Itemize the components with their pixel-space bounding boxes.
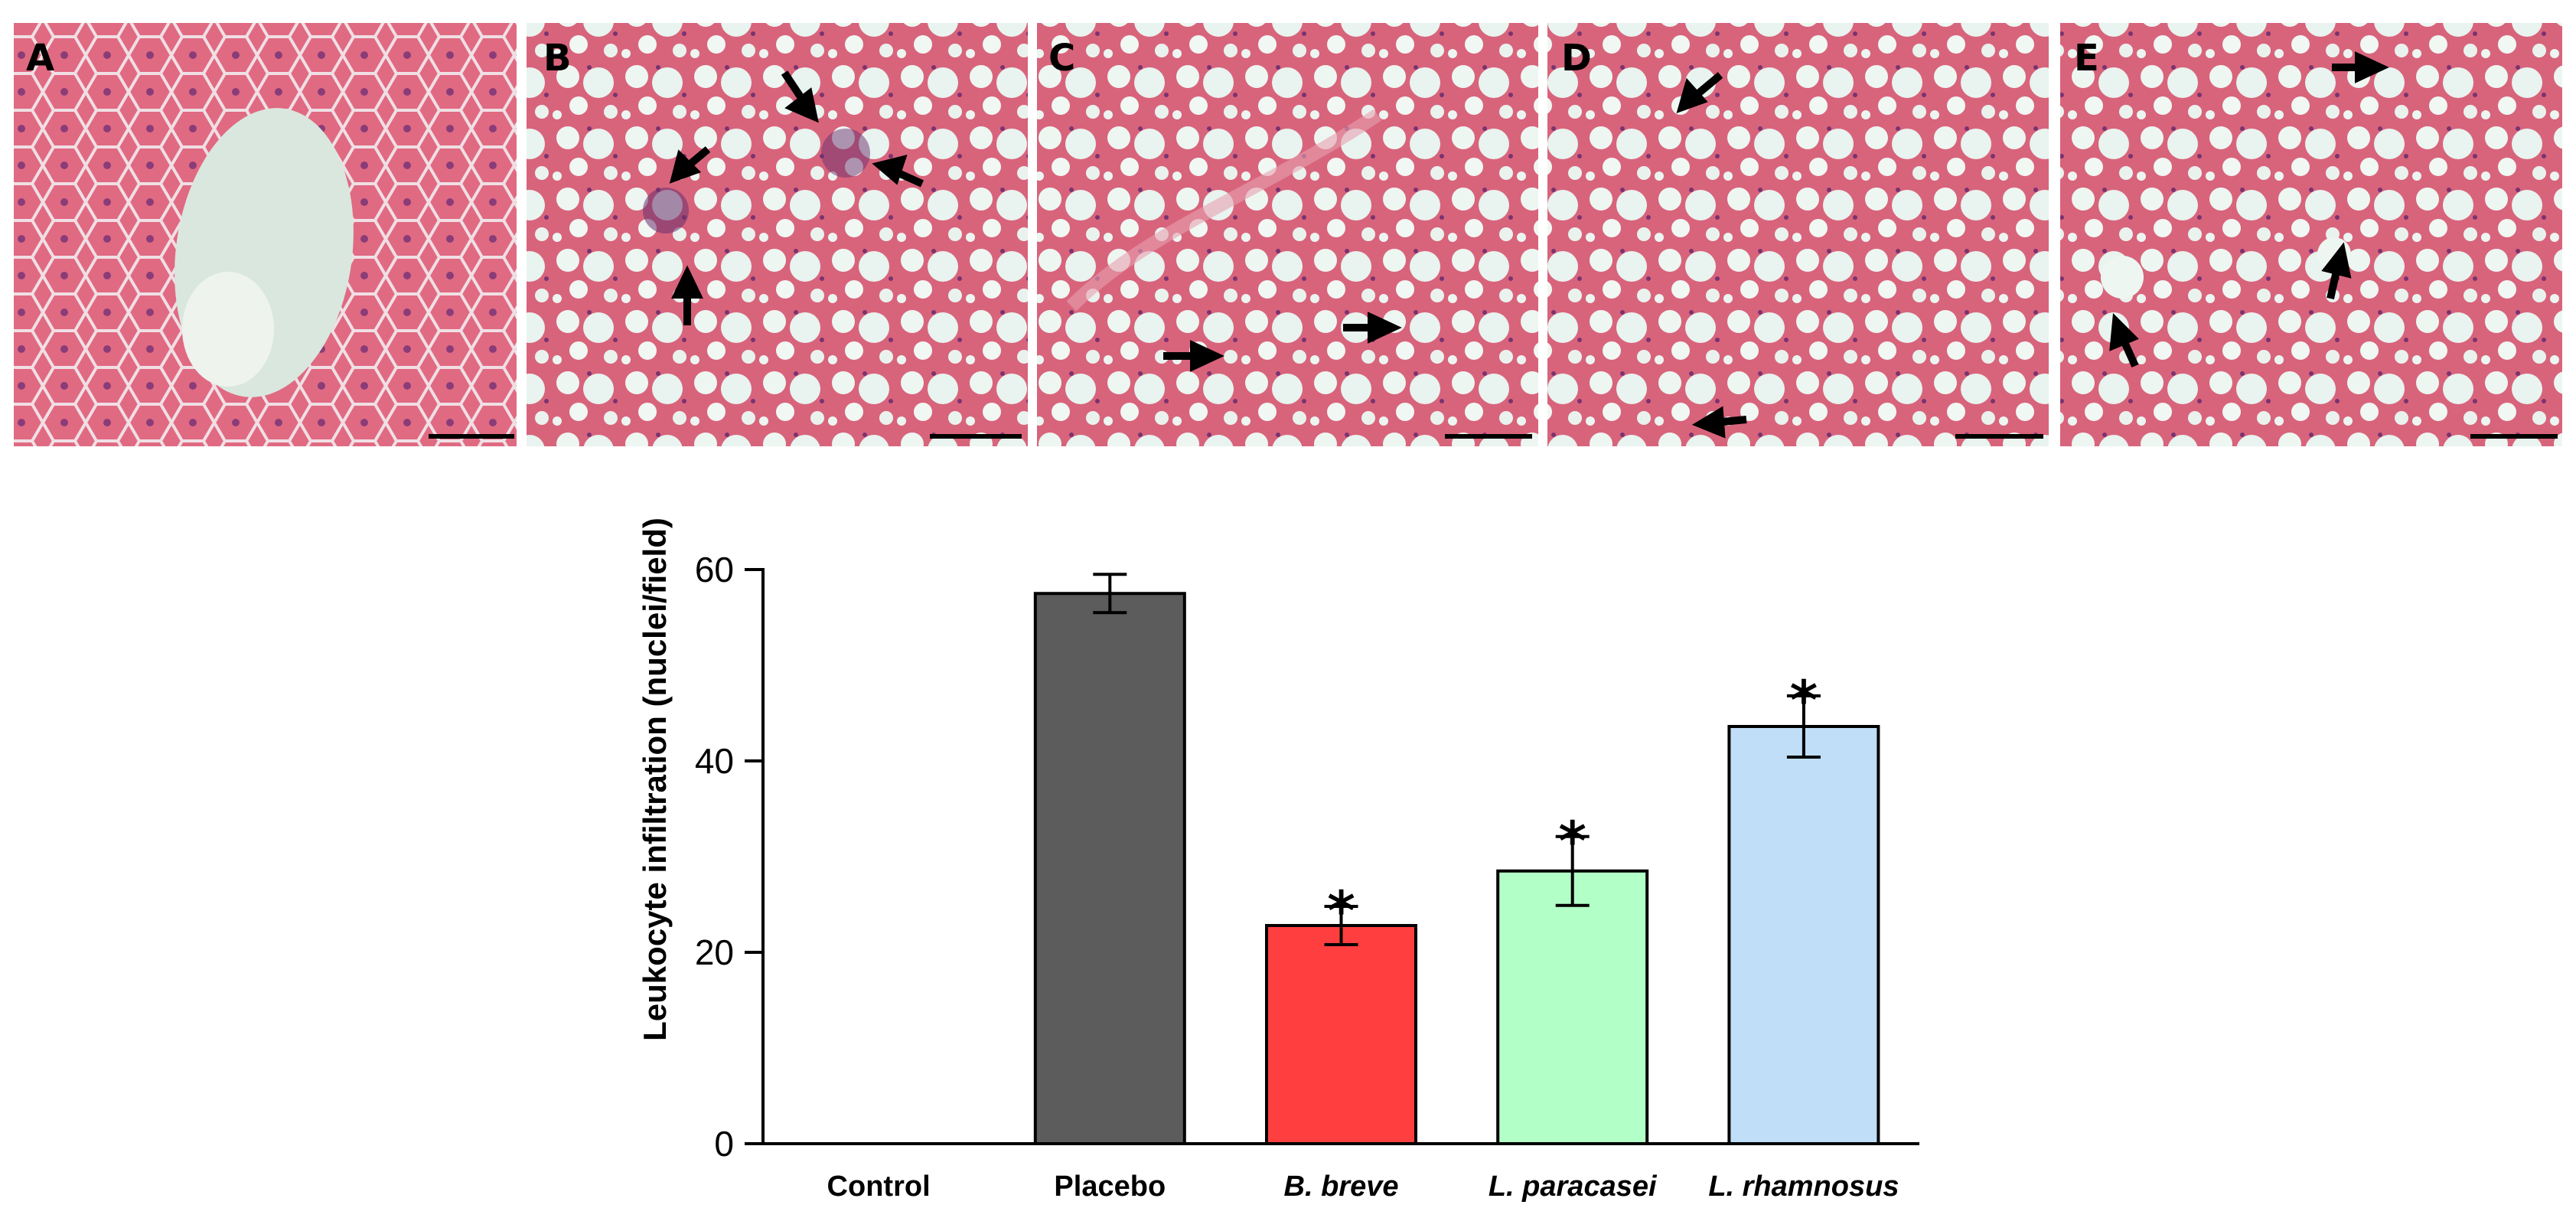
- micrograph-panel-b: B: [527, 23, 1028, 446]
- y-tick-label: 60: [695, 550, 734, 589]
- bar-placebo: [1033, 592, 1186, 1145]
- significance-markers: * * *: [1327, 669, 1818, 942]
- y-axis: 0 20 40 60: [695, 550, 765, 1164]
- x-tick-label: L. paracasei: [1489, 1170, 1658, 1203]
- panel-label-a: A: [26, 37, 54, 80]
- micrograph-panel-e: E: [2060, 23, 2562, 446]
- y-tick-label: 20: [695, 932, 734, 972]
- x-tick-label: Control: [827, 1170, 931, 1203]
- micrograph-panel-d: D: [1547, 23, 2049, 446]
- bar-chart: Leukocyte infiltration (nuclei/field) 0 2…: [637, 517, 1919, 1203]
- y-tick-label: 40: [695, 741, 734, 781]
- significance-star: *: [1327, 880, 1355, 942]
- panel-label-e: E: [2074, 37, 2099, 80]
- y-tick-label: 0: [714, 1124, 734, 1164]
- x-tick-label: L. rhamnosus: [1708, 1170, 1899, 1203]
- bar-l-paracasei: [1496, 869, 1649, 1145]
- bar-l-rhamnosus: [1727, 725, 1880, 1145]
- bars: [1033, 592, 1880, 1145]
- bar-b-breve: [1265, 924, 1417, 1145]
- panel-label-b: B: [543, 37, 572, 80]
- significance-star: *: [1790, 669, 1818, 732]
- y-axis-label: Leukocyte infiltration (nuclei/field): [637, 517, 673, 1041]
- micrograph-panel-c: C: [1037, 23, 1538, 446]
- panel-label-c: C: [1048, 37, 1075, 80]
- micrograph-panel-a: A: [14, 23, 517, 446]
- panel-label-d: D: [1561, 37, 1592, 80]
- significance-star: *: [1558, 810, 1586, 873]
- x-tick-label: Placebo: [1054, 1170, 1166, 1203]
- x-tick-label: B. breve: [1284, 1170, 1399, 1203]
- error-bars: [1093, 573, 1821, 946]
- category-labels: Control Placebo B. breve L. paracasei L. rha…: [827, 1170, 1899, 1203]
